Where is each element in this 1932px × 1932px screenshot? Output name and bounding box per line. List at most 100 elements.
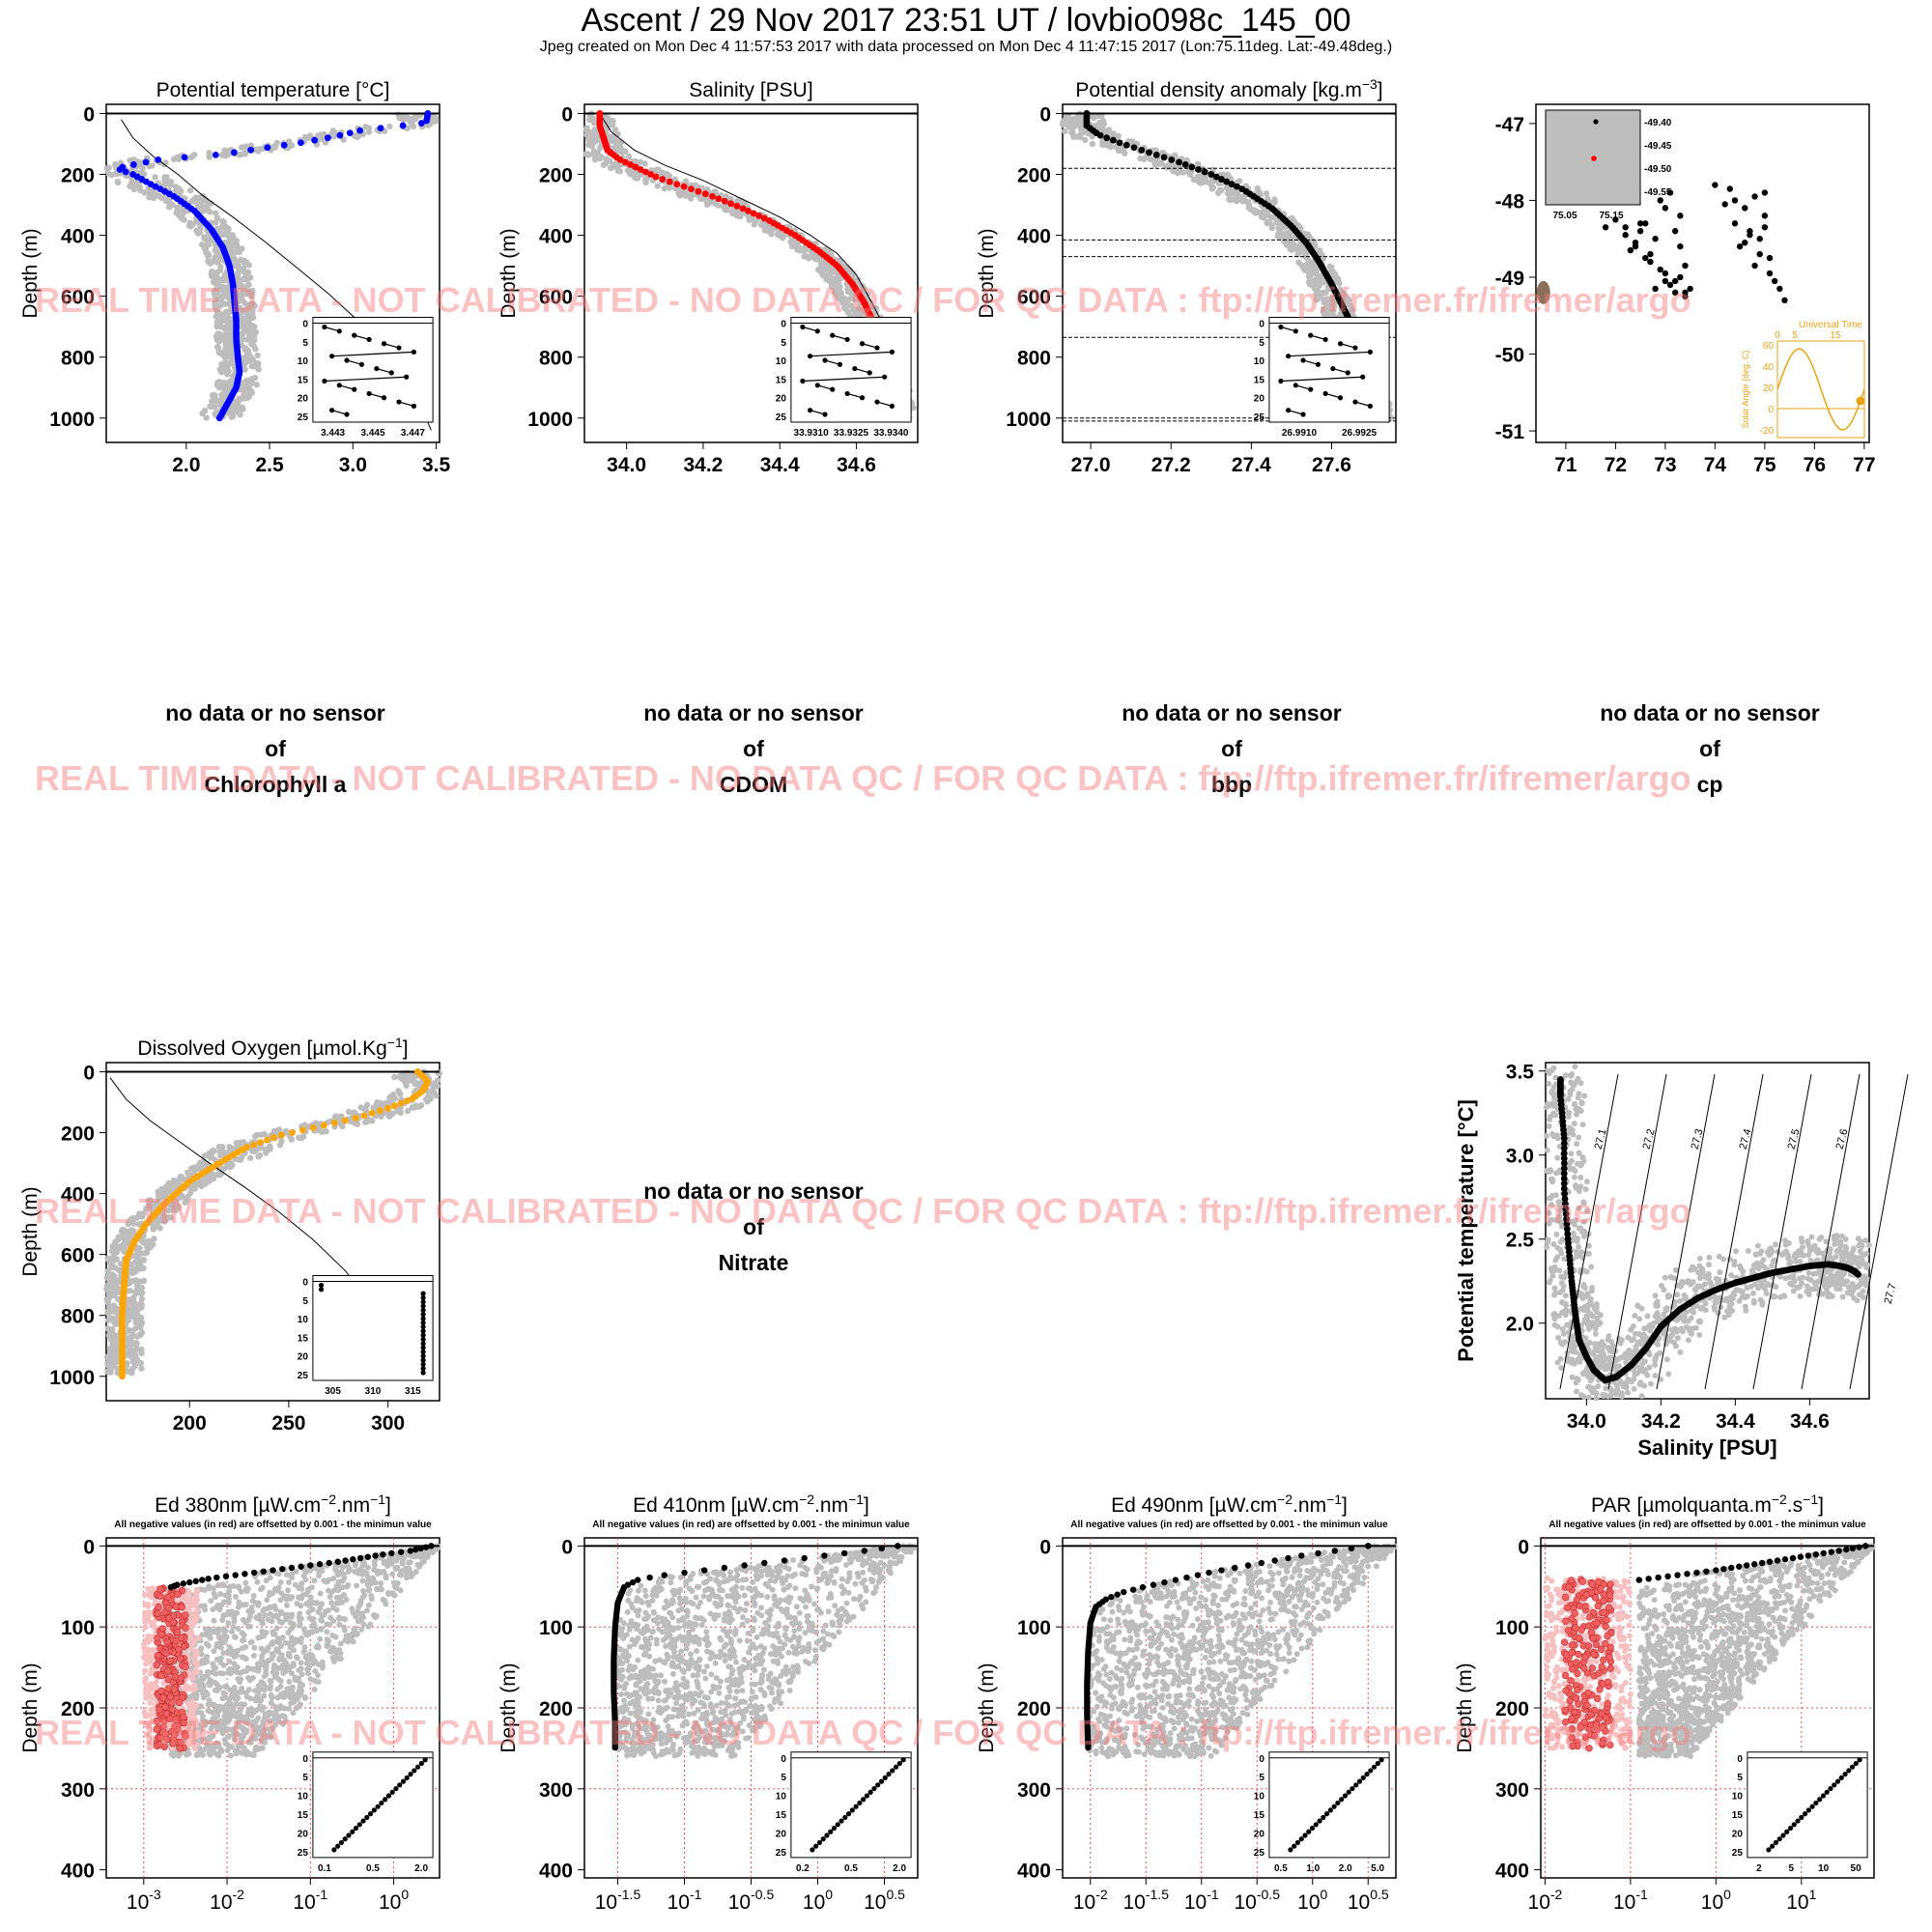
- float-position: [1602, 224, 1609, 231]
- profile-point: [368, 1109, 376, 1117]
- x-tick-label: 27.2: [1151, 454, 1191, 476]
- inset-y-tick-label: 20: [298, 394, 309, 405]
- history-point: [214, 322, 221, 329]
- inset-point: [1308, 332, 1314, 338]
- history-point: [1642, 1358, 1649, 1365]
- history-point: [234, 259, 241, 266]
- inset-point: [882, 374, 888, 380]
- history-point: [1814, 1250, 1821, 1257]
- history-point: [224, 151, 232, 157]
- y-tick-label: 1000: [49, 409, 95, 431]
- history-point: [1663, 1356, 1670, 1363]
- profile-point: [122, 168, 129, 176]
- history-point: [1551, 1285, 1558, 1292]
- history-point: [133, 1266, 141, 1273]
- history-point: [225, 225, 232, 233]
- inset-point: [1352, 345, 1358, 351]
- history-point: [1313, 268, 1320, 274]
- float-position: [1682, 262, 1689, 270]
- profile-point: [1168, 156, 1176, 163]
- history-point: [1581, 1093, 1588, 1099]
- history-point: [218, 152, 226, 158]
- y-tick-label: 400: [539, 226, 573, 248]
- inset-x-tick-label: 305: [325, 1386, 341, 1397]
- history-point: [611, 127, 619, 133]
- history-point: [127, 1288, 133, 1294]
- history-point: [104, 1256, 112, 1263]
- history-point: [181, 216, 187, 223]
- inset-y-tick-label: 0: [1259, 320, 1264, 330]
- profile-point: [397, 1099, 405, 1107]
- inset-point: [344, 357, 350, 363]
- float-position: [1747, 228, 1753, 235]
- inset-point: [859, 341, 866, 347]
- inset-x-tick-label: 310: [365, 1386, 382, 1397]
- float-position: [1647, 250, 1654, 258]
- history-point: [138, 1329, 146, 1336]
- history-point: [362, 124, 369, 130]
- history-point: [404, 1108, 412, 1115]
- history-point: [224, 371, 231, 378]
- inset-point: [808, 354, 813, 359]
- history-point: [107, 1366, 114, 1373]
- profile-point: [1116, 139, 1123, 147]
- profile-point: [695, 187, 702, 195]
- history-point: [1636, 1381, 1643, 1388]
- solar-y-tick-label: 20: [1763, 384, 1775, 394]
- history-point: [411, 116, 418, 123]
- history-point: [186, 186, 194, 194]
- history-point: [226, 239, 234, 245]
- history-point: [378, 1113, 384, 1120]
- history-point: [250, 343, 258, 350]
- history-point: [138, 1365, 145, 1372]
- profile-point: [1152, 151, 1160, 158]
- history-point: [390, 1091, 397, 1098]
- history-point: [254, 362, 261, 369]
- inset-point: [1322, 390, 1328, 397]
- history-point: [115, 1277, 123, 1284]
- history-point: [1218, 186, 1225, 194]
- float-position: [1647, 258, 1654, 266]
- history-point: [219, 394, 226, 401]
- profile-point: [288, 1129, 296, 1136]
- profile-point: [352, 1114, 359, 1122]
- x-tick-label: 3.5: [422, 454, 451, 476]
- y-tick-label: 200: [539, 165, 573, 187]
- profile-point: [247, 146, 255, 154]
- profile-point: [701, 190, 709, 198]
- float-position: [1662, 270, 1669, 277]
- inset-point: [1352, 399, 1358, 405]
- history-point: [1197, 174, 1204, 182]
- history-point: [1652, 1293, 1659, 1299]
- history-point: [1797, 1293, 1804, 1299]
- y-tick-label: -48: [1495, 190, 1525, 213]
- history-point: [825, 266, 833, 273]
- profile-point: [666, 178, 673, 185]
- history-point: [1245, 199, 1252, 206]
- history-point: [403, 1074, 410, 1082]
- float-position: [1761, 213, 1769, 219]
- x-tick-label: 34.6: [837, 454, 876, 476]
- y-tick-label: 0: [83, 1062, 95, 1084]
- page-title: Ascent / 29 Nov 2017 23:51 UT / lovbio09…: [581, 2, 1351, 39]
- inset-y-tick-label: 0: [302, 1278, 308, 1289]
- history-point: [218, 369, 225, 376]
- y-tick-label: 800: [61, 1306, 95, 1328]
- y-tick-label: -50: [1495, 345, 1524, 367]
- history-point: [806, 255, 812, 262]
- history-point: [210, 258, 216, 265]
- history-point: [585, 141, 592, 149]
- inset-point: [388, 370, 394, 376]
- history-point: [189, 197, 197, 204]
- history-point: [104, 1317, 112, 1323]
- inset-point: [1315, 361, 1321, 367]
- history-point: [266, 1143, 273, 1150]
- inset-point: [1293, 328, 1298, 334]
- history-point: [251, 336, 258, 344]
- history-point: [224, 326, 231, 332]
- inset-point: [1293, 383, 1298, 388]
- x-tick-label: 27.0: [1071, 454, 1111, 476]
- history-point: [176, 212, 183, 219]
- history-point: [195, 1165, 203, 1172]
- history-point: [330, 133, 337, 140]
